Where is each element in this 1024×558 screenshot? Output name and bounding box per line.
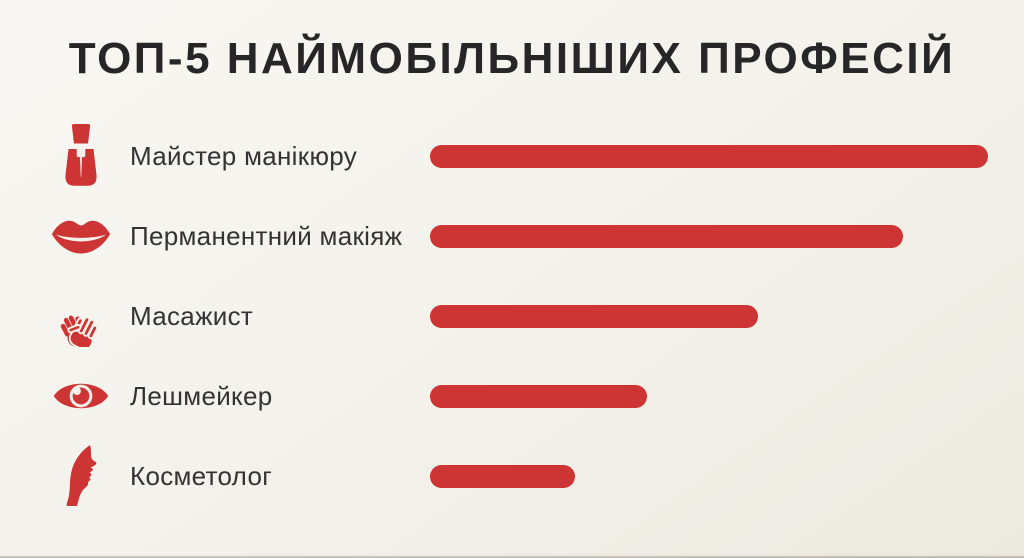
row-label: Масажист xyxy=(130,300,254,331)
row-label: Перманентний макіяж xyxy=(130,220,403,251)
bar xyxy=(430,384,647,408)
chart-row-permanent-makeup: Перманентний макіяж xyxy=(0,196,1024,276)
bar xyxy=(430,224,903,248)
lips-icon xyxy=(48,199,114,273)
chart-row-lashmaker: Лешмейкер xyxy=(0,356,1024,436)
massage-hands-icon xyxy=(48,279,114,353)
bar xyxy=(430,144,988,168)
bar xyxy=(430,464,575,488)
chart-row-massage: Масажист xyxy=(0,276,1024,356)
chart-row-manicure: Майстер манікюру xyxy=(0,116,1024,196)
row-label: Косметолог xyxy=(130,460,272,491)
chart-row-cosmetologist: Косметолог xyxy=(0,436,1024,516)
page-title: ТОП-5 НАЙМОБІЛЬНІШИХ ПРОФЕСІЙ xyxy=(68,34,956,83)
bar-chart: Майстер манікюру Перманентний макіяж xyxy=(0,116,1024,516)
eye-icon xyxy=(48,359,114,433)
row-label: Лешмейкер xyxy=(130,380,273,411)
nail-polish-icon xyxy=(48,119,114,193)
row-label: Майстер манікюру xyxy=(130,140,358,171)
bar xyxy=(430,304,758,328)
face-profile-icon xyxy=(48,439,114,513)
